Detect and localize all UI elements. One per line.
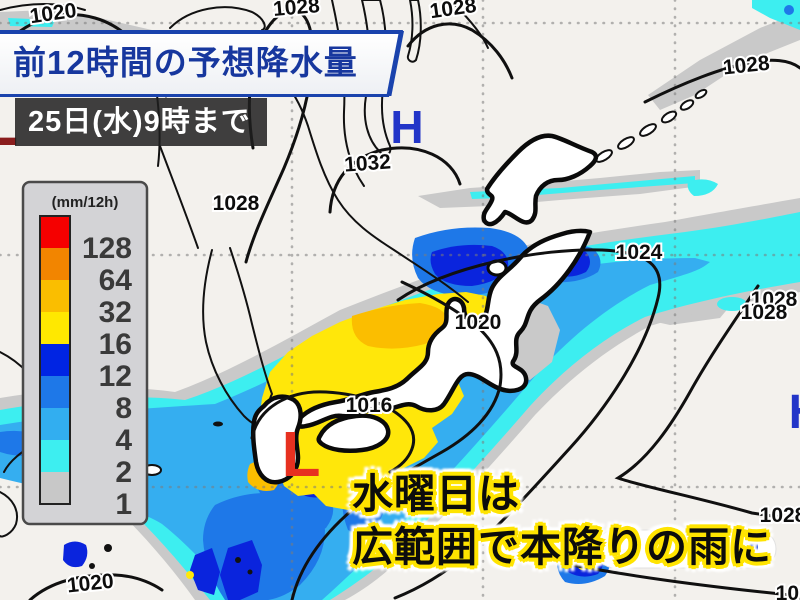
legend-value: 12 (99, 360, 132, 393)
legend-value: 16 (99, 328, 132, 361)
low-pressure-mark-partial: L (0, 85, 18, 159)
isobar-label: 1028 (751, 288, 798, 311)
title-banner: 前12時間の予想降水量 (0, 30, 403, 97)
isobar-label: 1024 (616, 241, 663, 264)
headline-caption: 水曜日は 広範囲で本降りの雨に (352, 468, 772, 575)
isobar-label: 1028 (741, 301, 788, 324)
legend-value: 128 (82, 232, 132, 265)
isobar-label: 1032 (343, 150, 391, 176)
kyushu (250, 394, 303, 485)
headline-line1: 水曜日は (352, 471, 520, 517)
legend-unit-label: (mm/12h) (52, 194, 119, 211)
legend-swatch (40, 408, 70, 440)
small-islands (89, 421, 253, 575)
legend-swatch (40, 216, 70, 248)
isobar-label: 1028 (760, 504, 800, 527)
pressure-marks: H H L L (0, 85, 800, 490)
legend-swatch (40, 280, 70, 312)
isobar-label: 1020 (455, 311, 502, 334)
isobar-label: 1024 (776, 582, 800, 600)
hokkaido (481, 133, 599, 227)
isobar-label: 1028 (722, 52, 771, 80)
shikoku (316, 413, 391, 453)
legend-swatch (40, 248, 70, 280)
legend-panel: (mm/12h) 128 64 32 16 12 8 4 2 1 (21, 180, 149, 526)
subtitle-banner: 25日(水)9時まで (15, 98, 267, 146)
legend-swatch (40, 312, 70, 344)
legend-value: 32 (99, 296, 132, 329)
isobar-label: 1016 (346, 394, 393, 417)
legend-swatches (39, 215, 71, 505)
isobar-label: 1028 (213, 192, 260, 215)
page-title: 前12時間の予想降水量 (13, 44, 358, 81)
legend-swatch (40, 472, 70, 504)
japan-coastlines (250, 133, 599, 485)
high-pressure-mark-partial: H (789, 386, 800, 439)
legend-value: 4 (115, 424, 132, 457)
legend-value: 1 (115, 488, 132, 521)
legend-value: 2 (115, 456, 132, 489)
watermark-pill (595, 529, 777, 569)
legend-values: 128 64 32 16 12 8 4 2 1 (82, 232, 132, 521)
high-pressure-mark: H (390, 101, 423, 153)
kuril-islands (595, 88, 708, 163)
isobar-label: 1028 (272, 0, 321, 21)
low-pressure-mark: L (281, 418, 320, 490)
isobar-label: 1020 (66, 570, 115, 598)
legend-swatch (40, 440, 70, 472)
legend-swatch (40, 376, 70, 408)
legend-swatch (40, 344, 70, 376)
legend-value: 64 (99, 264, 133, 297)
legend-value: 8 (115, 392, 132, 425)
isobar-labels: 1020 1028 1028 1032 1028 1028 1024 1028 … (26, 0, 800, 600)
headline-line2: 広範囲で本降りの雨に (352, 524, 772, 571)
